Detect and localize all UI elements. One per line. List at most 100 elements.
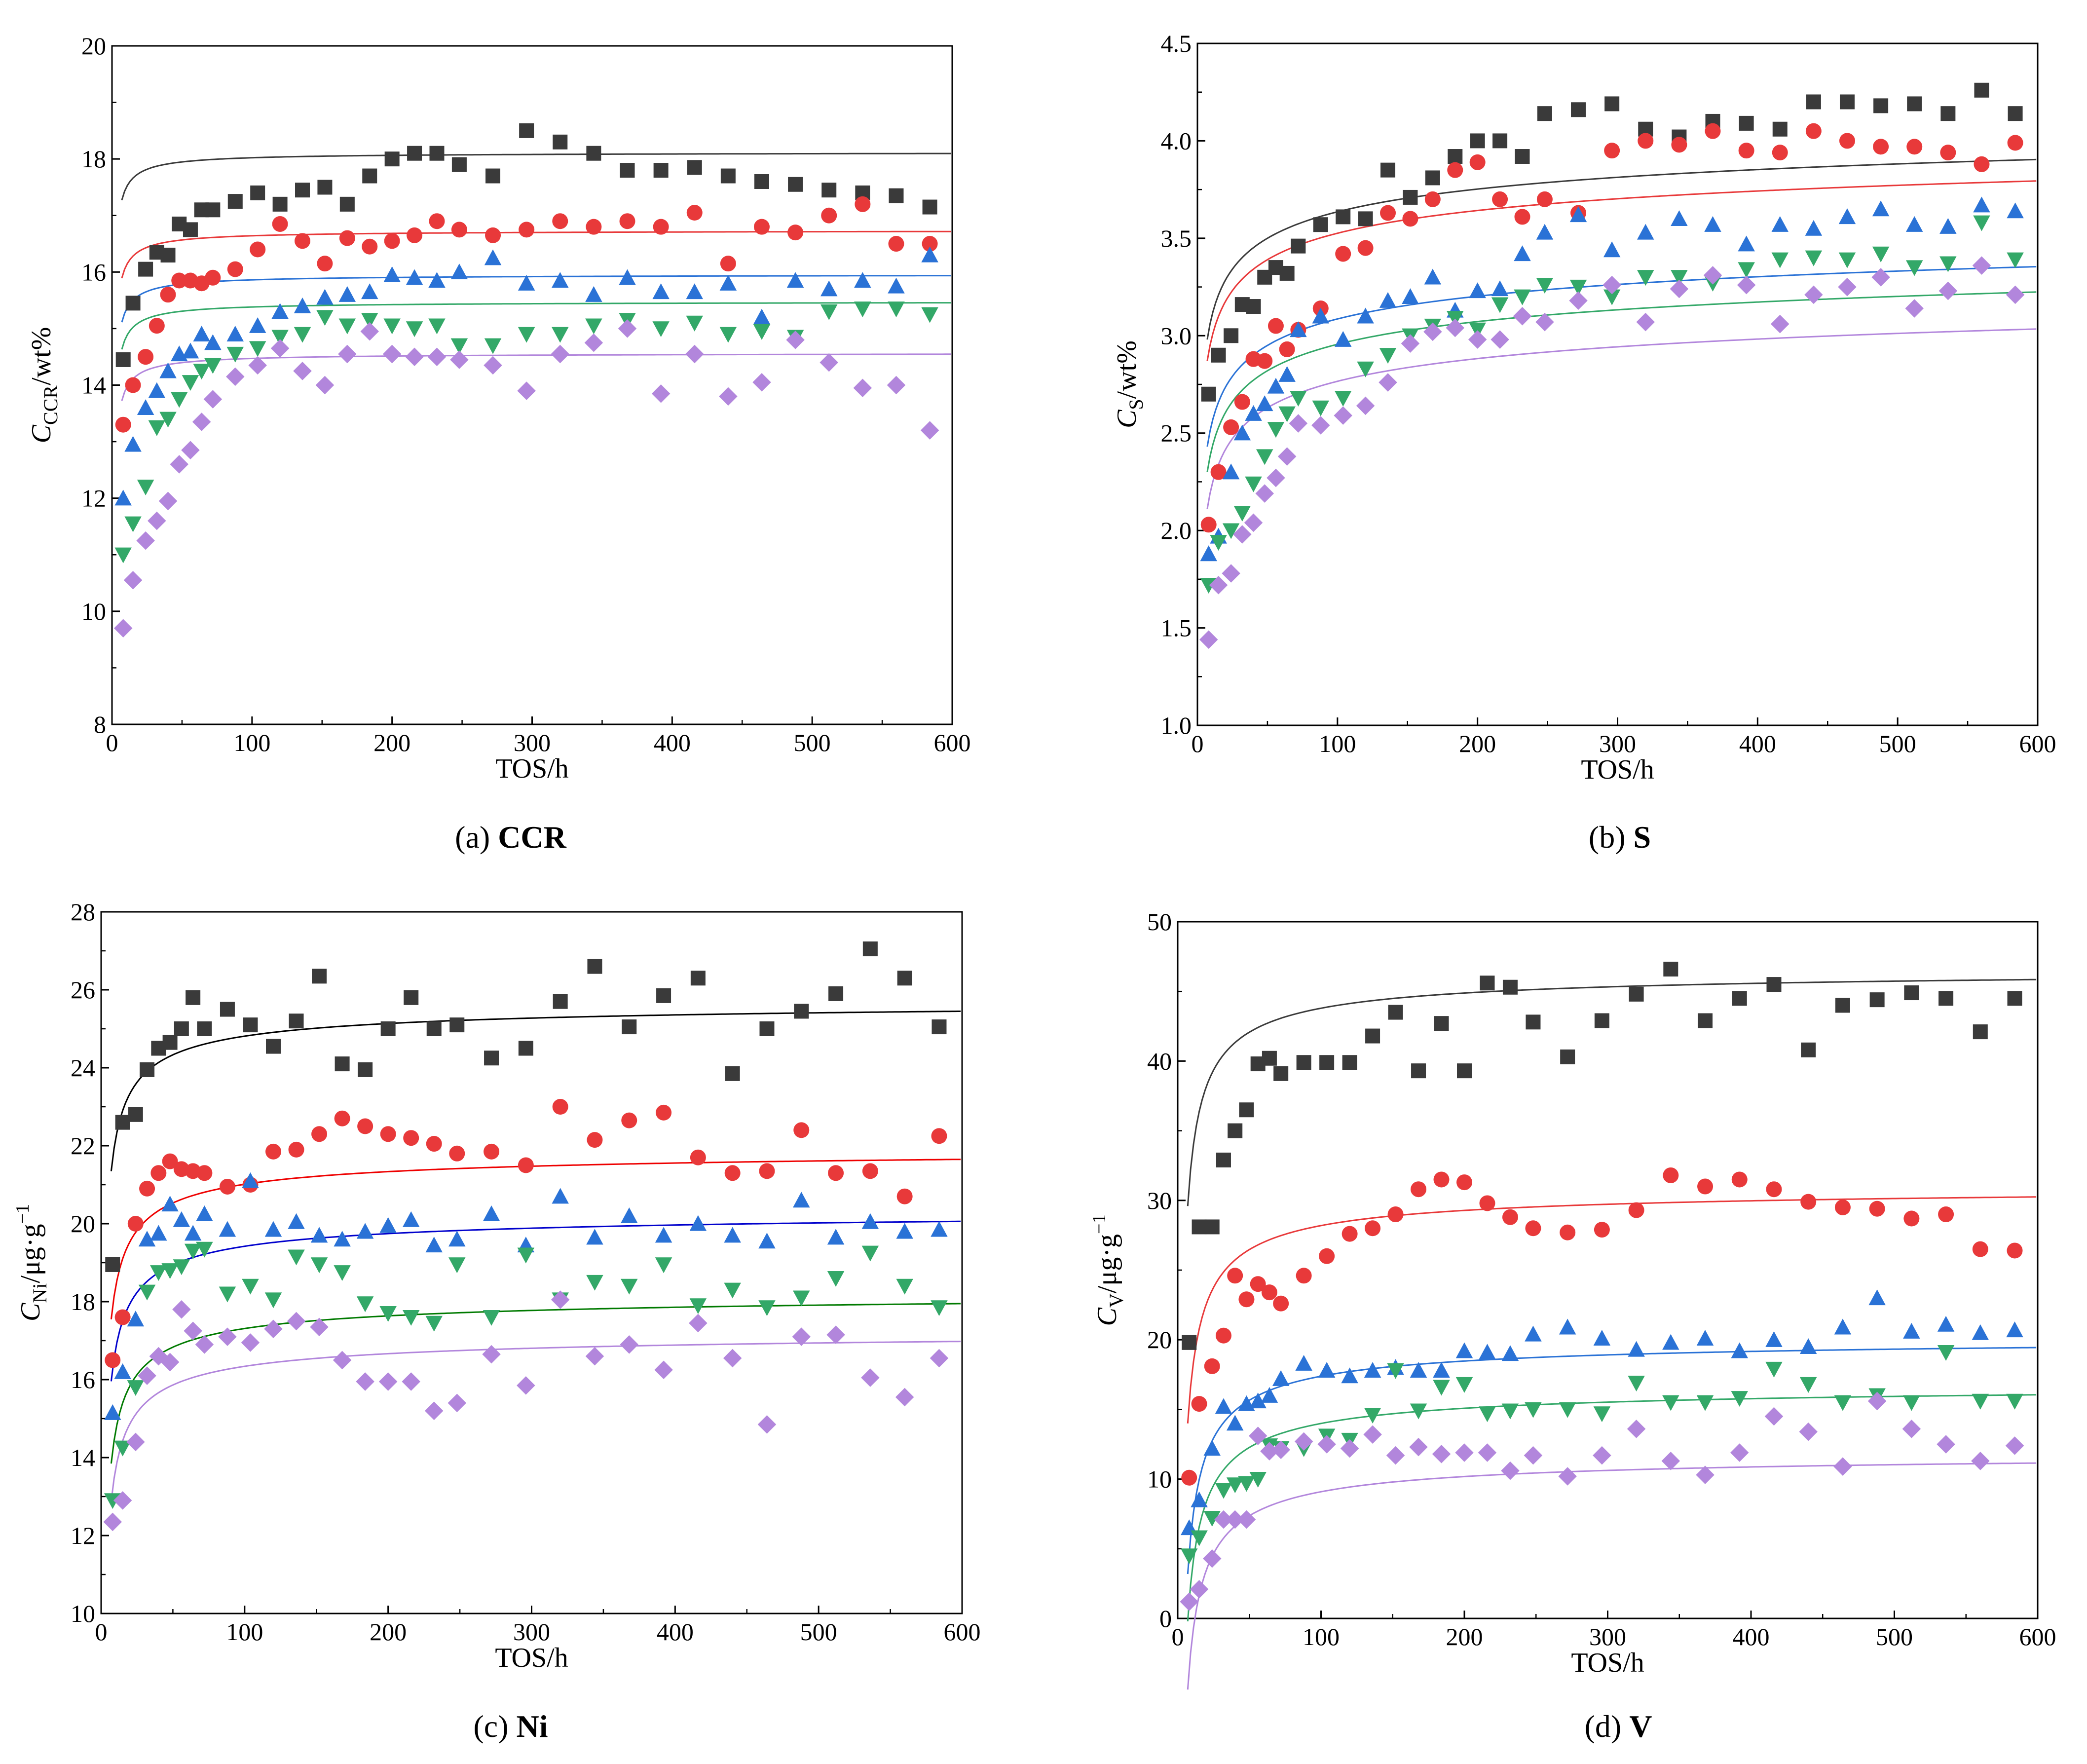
data-point-red	[362, 238, 378, 255]
x-axis-label: TOS/h	[495, 753, 568, 784]
data-point-green	[1569, 279, 1587, 296]
data-point-green	[182, 375, 199, 391]
series-red	[115, 196, 938, 433]
data-point-blue	[1671, 210, 1688, 226]
data-point-green	[428, 318, 446, 335]
series-purple	[1180, 1391, 2024, 1611]
data-point-blue	[379, 1217, 397, 1233]
data-point-red	[1514, 209, 1530, 225]
data-point-red	[171, 272, 187, 289]
data-point-purple	[1478, 1443, 1497, 1462]
data-point-blue	[586, 1229, 603, 1245]
data-point-green	[356, 1296, 374, 1313]
data-point-blue	[1704, 216, 1721, 232]
data-point-purple	[1867, 1391, 1887, 1411]
data-point-blue	[2007, 202, 2024, 219]
y-tick-label: 10	[1147, 1465, 1172, 1493]
data-point-purple	[1401, 334, 1420, 353]
data-point-purple	[148, 511, 166, 530]
data-point-black	[1629, 986, 1644, 1002]
data-point-red	[114, 1309, 131, 1325]
data-point-purple	[1340, 1439, 1359, 1458]
data-point-black	[266, 1039, 281, 1054]
data-point-green	[1249, 1471, 1267, 1488]
data-point-green	[1312, 400, 1330, 416]
data-point-blue	[1838, 208, 1856, 225]
data-point-purple	[218, 1327, 237, 1346]
data-point-green	[1256, 449, 1273, 465]
data-point-green	[1267, 422, 1285, 438]
data-point-green	[861, 1245, 879, 1262]
data-point-blue	[316, 289, 334, 305]
data-point-purple	[382, 344, 402, 364]
data-point-blue	[1939, 218, 1957, 234]
y-tick-label: 20	[81, 32, 106, 60]
data-point-blue	[1379, 292, 1397, 308]
data-point-blue	[138, 1231, 156, 1247]
data-point-purple	[1513, 307, 1532, 326]
x-tick-label: 400	[654, 729, 691, 756]
data-point-purple	[1356, 396, 1375, 415]
y-tick-label: 14	[71, 1444, 95, 1471]
y-tick-label: 24	[71, 1054, 95, 1082]
data-point-green	[1731, 1391, 1749, 1407]
data-point-green	[888, 301, 905, 318]
data-point-purple	[450, 350, 469, 369]
data-point-purple	[820, 353, 838, 372]
data-point-blue	[219, 1221, 236, 1237]
data-point-black	[1492, 133, 1508, 149]
data-point-black	[1515, 149, 1530, 164]
data-point-purple	[585, 1347, 604, 1366]
data-point-purple	[584, 333, 603, 352]
panel-caption: (c) Ni	[473, 1709, 548, 1744]
data-point-black	[1224, 328, 1239, 343]
data-point-green	[1799, 1377, 1817, 1393]
data-point-green	[148, 420, 166, 436]
x-tick-label: 500	[800, 1618, 837, 1646]
fit-line-purple	[121, 353, 951, 401]
data-point-blue	[1972, 1324, 1989, 1340]
data-point-black	[922, 199, 937, 215]
data-point-red	[1594, 1222, 1610, 1238]
data-point-green	[621, 1278, 638, 1295]
data-point-black	[140, 1062, 155, 1077]
data-point-green	[184, 1243, 202, 1260]
data-point-green	[1559, 1402, 1576, 1418]
data-point-black	[622, 1019, 637, 1035]
data-point-blue	[931, 1221, 948, 1237]
data-point-red	[862, 1163, 878, 1179]
data-point-purple	[226, 367, 245, 386]
data-point-red	[334, 1110, 350, 1126]
data-point-red	[1903, 1210, 1920, 1227]
data-point-green	[1536, 277, 1554, 294]
data-point-red	[1261, 1284, 1277, 1301]
data-point-blue	[1696, 1330, 1714, 1346]
data-point-red	[138, 349, 154, 365]
data-point-black	[407, 146, 422, 161]
data-point-purple	[315, 375, 335, 395]
data-point-purple	[138, 1366, 156, 1385]
data-point-red	[619, 213, 635, 229]
x-axis-label: TOS/h	[1571, 1648, 1644, 1678]
data-point-red	[1411, 1181, 1427, 1198]
data-point-red	[1469, 154, 1486, 170]
data-point-black	[1537, 106, 1552, 121]
data-point-purple	[126, 1432, 145, 1452]
data-point-red	[1628, 1202, 1644, 1218]
data-point-green	[1433, 1380, 1450, 1396]
data-point-blue	[921, 246, 938, 263]
data-point-blue	[619, 269, 636, 285]
data-point-blue	[383, 266, 401, 282]
data-point-blue	[150, 1225, 167, 1241]
data-point-black	[250, 185, 265, 200]
data-point-green	[1872, 246, 1890, 263]
data-point-black	[656, 988, 671, 1003]
data-point-black	[1480, 976, 1495, 991]
data-point-blue	[827, 1229, 845, 1245]
data-point-green	[425, 1315, 443, 1332]
data-point-blue	[1469, 282, 1486, 299]
data-point-black	[186, 990, 201, 1005]
data-point-blue	[518, 275, 535, 291]
y-tick-label: 20	[1147, 1326, 1172, 1353]
data-point-purple	[1636, 312, 1655, 332]
